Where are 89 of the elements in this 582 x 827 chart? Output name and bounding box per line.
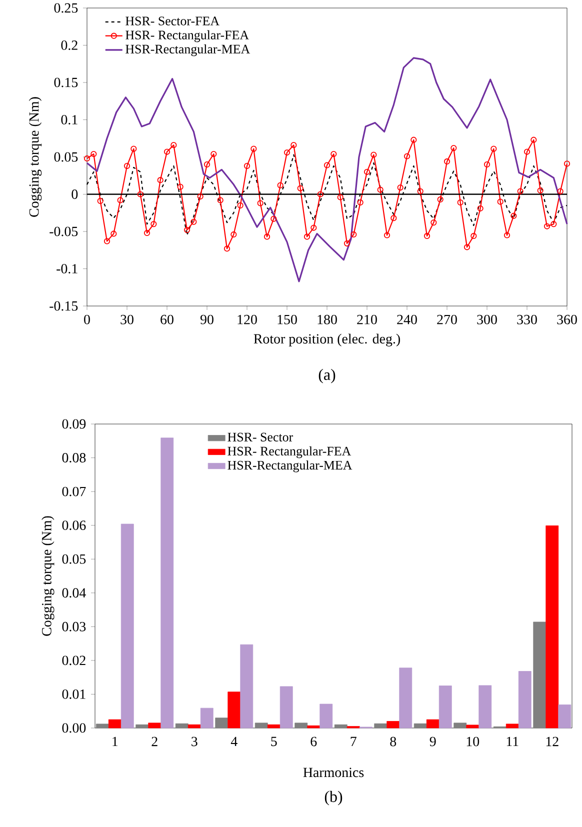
y-tick-label: 0.15 (54, 78, 78, 88)
bar (320, 704, 333, 728)
bar (478, 685, 492, 728)
bar (108, 719, 122, 728)
y-tick-label: 0.25 (54, 3, 78, 13)
bar (374, 723, 388, 728)
bar (280, 686, 293, 728)
x-axis-title: Rotor position (elec. deg.) (254, 334, 400, 346)
bar (175, 723, 188, 728)
bar (200, 708, 214, 728)
x-tick-label: 270 (437, 314, 457, 324)
bar (136, 724, 149, 728)
bar (228, 692, 241, 728)
legend-label: HSR-Rectangular-MEA (126, 44, 250, 56)
legend-label: HSR- Sector (228, 432, 294, 442)
x-tick-label: 180 (318, 314, 337, 324)
bar (148, 722, 162, 728)
bar (386, 721, 400, 728)
x-tick-label: 360 (557, 314, 577, 324)
y-tick-label: 0 (72, 190, 78, 199)
y-tick-label: 0.2 (61, 40, 78, 50)
x-tick-label: 1 (112, 736, 118, 746)
x-tick-label: 11 (506, 736, 518, 746)
x-tick-label: 30 (120, 314, 134, 324)
bar (506, 724, 519, 728)
y-axis-title: Cogging torque (Nm) (42, 516, 54, 636)
bar (438, 686, 452, 728)
y-tick-label: -0.1 (56, 264, 78, 274)
x-tick-label: 2 (152, 736, 158, 746)
y-tick-label: 0.06 (62, 520, 86, 530)
bar (294, 722, 308, 728)
x-tick-label: 6 (310, 736, 317, 746)
x-tick-label: 150 (278, 314, 297, 324)
x-tick-label: 330 (517, 314, 537, 324)
y-tick-label: 0.03 (62, 622, 86, 632)
x-tick-label: 90 (200, 314, 214, 324)
x-tick-label: 300 (477, 314, 497, 324)
bar (414, 723, 427, 728)
bar (546, 525, 559, 728)
bar (160, 438, 174, 728)
x-tick-label: 7 (350, 736, 356, 746)
bar (254, 722, 268, 728)
legend-label: HSR- Rectangular-FEA (228, 446, 352, 458)
x-tick-label: 10 (466, 736, 480, 746)
y-tick-label: 0.08 (62, 453, 86, 463)
x-tick-label: 8 (390, 736, 396, 746)
x-tick-label: 12 (546, 736, 558, 746)
x-tick-label: 240 (397, 314, 417, 324)
y-tick-label: -0.05 (50, 226, 78, 236)
bar (96, 724, 109, 728)
bar (267, 724, 280, 728)
y-tick-label: -0.15 (50, 301, 78, 311)
y-tick-label: 0.05 (54, 152, 78, 162)
bar (426, 719, 440, 728)
y-tick-label: 0.07 (62, 486, 86, 496)
bar (215, 718, 228, 728)
y-tick-label: 0.09 (62, 419, 86, 429)
bar (558, 704, 572, 728)
bar (454, 722, 467, 728)
x-tick-label: 60 (160, 314, 174, 324)
text: (a) (318, 368, 336, 384)
legend-label: HSR-Rectangular-MEA (228, 460, 352, 472)
y-tick-label: 0.01 (62, 689, 86, 699)
bar (399, 668, 412, 728)
y-tick-label: 0.1 (61, 115, 78, 124)
bar (533, 622, 546, 728)
y-tick-label: 0.02 (62, 656, 86, 666)
bar (240, 644, 254, 728)
bar (466, 724, 480, 728)
y-tick-label: 0.00 (62, 723, 86, 733)
bar (120, 524, 134, 728)
x-tick-label: 5 (271, 736, 277, 746)
x-tick-label: 120 (238, 314, 257, 324)
x-axis-title: Harmonics (303, 768, 364, 778)
y-tick-label: 0.04 (62, 588, 86, 598)
y-axis-title: Cogging torque (Nm) (28, 97, 42, 217)
y-tick-label: 0.05 (62, 554, 86, 564)
bar (334, 724, 348, 728)
bar (188, 724, 201, 728)
x-tick-label: 9 (430, 736, 436, 746)
bar (307, 725, 320, 728)
bar (518, 671, 532, 728)
x-tick-label: 3 (192, 736, 198, 746)
legend-label: HSR- Sector-FEA (126, 16, 220, 26)
x-tick-label: 210 (357, 314, 377, 324)
legend-label: HSR- Rectangular-FEA (126, 30, 249, 42)
text: (b) (324, 790, 342, 806)
x-tick-label: 4 (230, 736, 238, 746)
line-series (86, 57, 568, 282)
